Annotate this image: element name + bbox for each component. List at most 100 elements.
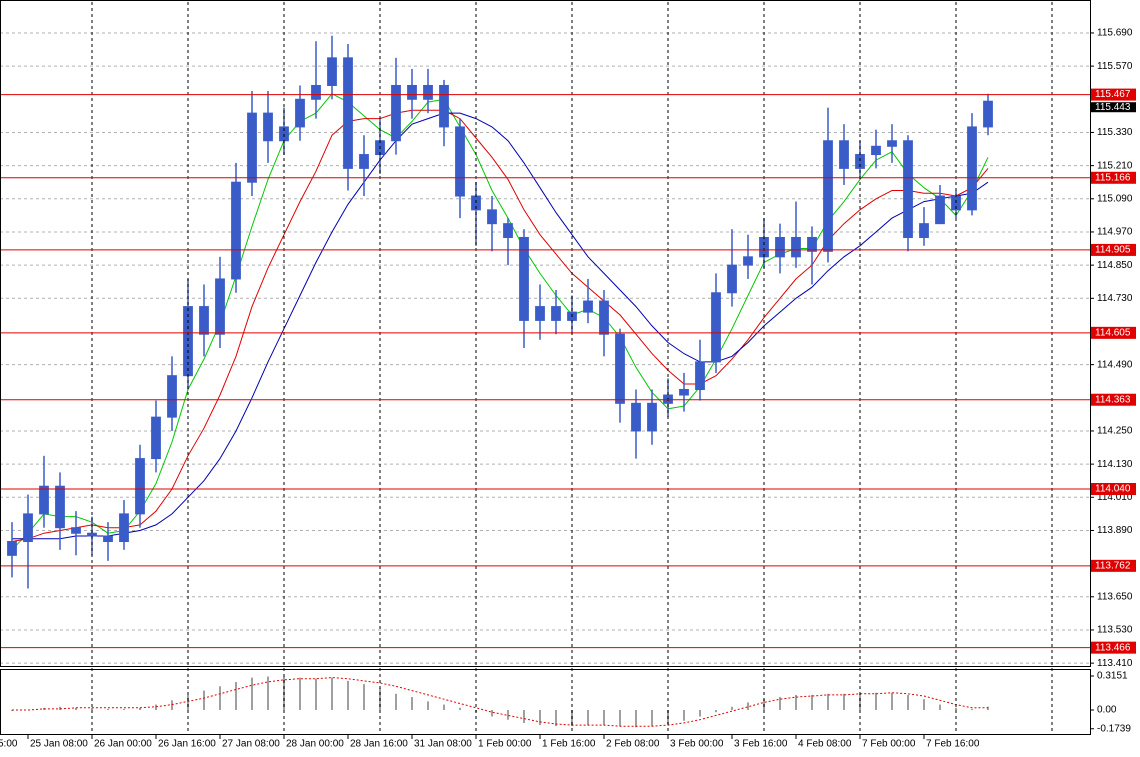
y-tick-label: 114.010 [1097,492,1133,503]
histogram-bar [299,677,301,710]
candle-body [919,223,929,238]
candle-body [647,402,657,432]
moving-average [12,112,989,540]
histogram-bar [155,704,157,710]
candle-body [871,145,881,156]
candle-body [807,236,817,252]
x-tick-label: 28 Jan 16:00 [350,739,408,750]
candle-body [455,126,465,197]
histogram-bar [715,709,717,713]
candle-body [39,485,49,515]
candle-body [423,84,433,100]
candle-body [247,112,257,183]
level-label: 115.467 [1095,89,1131,100]
y-tick-label: 115.330 [1097,127,1133,138]
candle-body [823,140,833,252]
level-label: 114.905 [1095,245,1131,256]
histogram-bar [619,709,621,727]
y-tick-label: 114.730 [1097,293,1133,304]
candle-body [535,306,545,321]
histogram-bar [699,709,701,717]
histogram-bar [11,709,13,712]
histogram-bar [219,686,221,710]
y-tick-label: 115.210 [1097,160,1133,171]
histogram-bar [907,694,909,710]
indicator-y-tick-label: 0.00 [1097,705,1117,716]
histogram-bar [987,706,989,710]
candle-body [343,57,353,169]
candle-body [199,306,209,335]
candle-body [583,300,593,313]
candle-body [391,84,401,142]
candle-body [503,223,513,238]
signal-line [12,677,988,727]
x-tick-label: 3 Feb 00:00 [670,739,724,750]
level-label: 114.363 [1095,394,1131,405]
x-tick-label: 7 Feb 00:00 [862,739,916,750]
level-label-box [1091,326,1136,339]
y-tick-label: 114.970 [1097,227,1133,238]
histogram-bar [91,707,93,710]
histogram-bar [859,693,861,710]
histogram-bar [523,709,525,723]
candle-body [7,541,17,556]
level-label-box [1091,393,1136,406]
candle-body [791,236,801,258]
histogram-bar [331,677,333,710]
level-label-box [1091,88,1136,101]
histogram-bar [315,678,317,710]
x-tick-label: 2 Feb 08:00 [606,739,660,750]
level-label-box [1091,483,1136,496]
histogram-bar [955,707,957,710]
level-label-box [1091,171,1136,184]
candle-body [487,209,497,225]
histogram-bar [491,709,493,717]
histogram-bar [795,694,797,710]
level-label: 115.166 [1095,172,1131,183]
histogram-bar [555,709,557,727]
candle-body [407,84,417,100]
y-tick-label: 113.650 [1097,591,1133,602]
main-plot [0,32,1090,664]
histogram-bar [539,709,541,726]
y-tick-label: 114.850 [1097,260,1133,271]
candle-body [311,84,321,100]
histogram-bar [203,690,205,710]
candle-body [263,112,273,142]
x-tick-label: 1 Feb 00:00 [478,739,532,750]
candle-body [215,278,225,335]
candle-body [295,98,305,128]
candle-body [759,236,769,258]
histogram-bar [267,676,269,710]
y-tick-label: 115.570 [1097,61,1133,72]
x-tick-label: 1 Feb 16:00 [542,739,596,750]
histogram-bar [971,708,973,710]
y-tick-label: 115.090 [1097,193,1133,204]
histogram-bar [107,708,109,710]
histogram-bar [363,684,365,710]
candle-body [519,236,529,321]
level-label-box [1091,641,1136,654]
candle-body [71,527,81,534]
histogram-bar [811,694,813,710]
y-tick-label: 114.250 [1097,426,1133,437]
histogram-bar [59,706,61,710]
last-price-label: 115.443 [1095,102,1131,113]
histogram-bar [779,697,781,710]
histogram-bar [603,709,605,726]
candle-body [167,375,177,418]
level-label: 113.466 [1095,642,1131,653]
histogram-bar [251,677,253,710]
candle-body [23,513,33,543]
histogram-bar [459,707,461,710]
histogram-bar [507,709,509,720]
histogram-bar [75,707,77,710]
histogram-bar [923,699,925,710]
candle-body [151,416,161,460]
candle-body [935,195,945,225]
histogram-bar [171,700,173,710]
x-tick-label: 27 Jan 08:00 [222,739,280,750]
histogram-bar [139,707,141,710]
histogram-bar [427,701,429,710]
